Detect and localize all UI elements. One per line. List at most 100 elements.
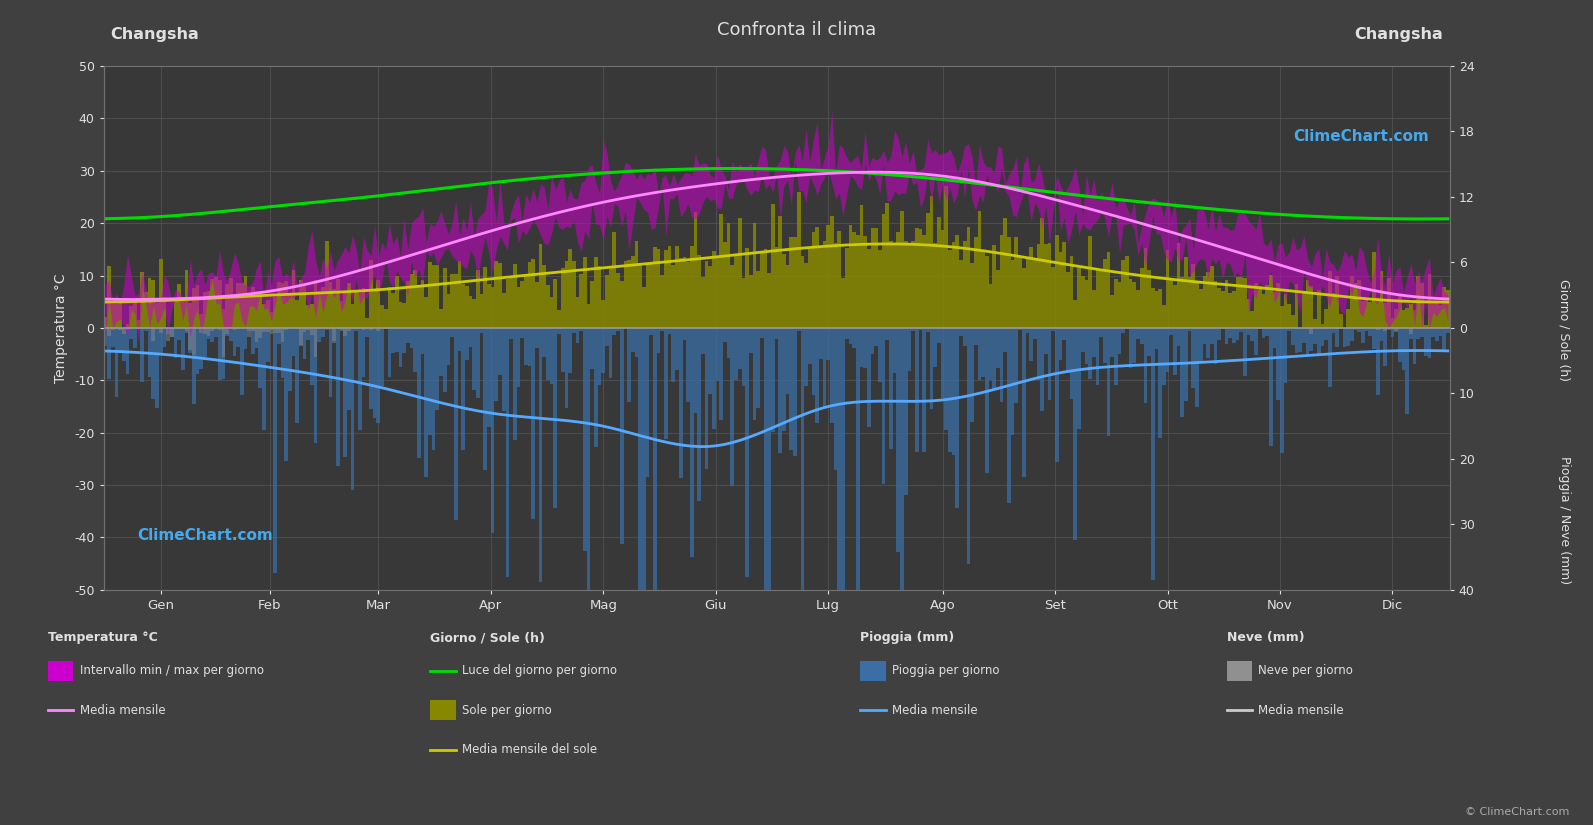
Bar (970, 262, 973, 328)
Bar (1442, 287, 1446, 328)
Bar (505, 279, 510, 328)
Bar (339, 328, 342, 332)
Bar (586, 304, 591, 328)
Bar (793, 237, 796, 328)
Bar (1301, 293, 1306, 328)
Bar (140, 272, 143, 328)
Text: Pioggia / Neve (mm): Pioggia / Neve (mm) (1558, 455, 1571, 584)
Bar (505, 328, 510, 578)
Bar (247, 328, 252, 331)
Bar (384, 328, 387, 329)
Bar (328, 328, 333, 397)
Bar (1192, 328, 1195, 388)
Bar (867, 249, 871, 328)
Bar (996, 271, 1000, 328)
Bar (362, 328, 365, 376)
Bar (269, 328, 272, 330)
Bar (535, 328, 538, 348)
Bar (1118, 328, 1121, 355)
Bar (339, 300, 342, 328)
Bar (247, 294, 252, 328)
Bar (115, 304, 118, 328)
Bar (1211, 266, 1214, 328)
Bar (1102, 328, 1107, 363)
Bar (1419, 328, 1424, 337)
Bar (1018, 328, 1021, 330)
Bar (362, 328, 365, 330)
Bar (849, 225, 852, 328)
Bar (612, 328, 616, 335)
Bar (1214, 280, 1217, 328)
Bar (443, 328, 446, 393)
Bar (406, 328, 409, 342)
Bar (1203, 276, 1206, 328)
Bar (170, 328, 174, 337)
Bar (698, 328, 701, 501)
Bar (661, 275, 664, 328)
Bar (258, 294, 263, 328)
Bar (384, 309, 387, 328)
Bar (760, 328, 763, 338)
Bar (107, 328, 112, 380)
Text: Media mensile: Media mensile (80, 704, 166, 717)
Bar (723, 328, 726, 342)
Bar (631, 328, 634, 352)
Bar (210, 279, 213, 328)
Bar (204, 292, 207, 328)
Bar (148, 279, 151, 328)
Bar (1096, 328, 1099, 385)
Bar (796, 191, 801, 328)
Bar (1435, 328, 1438, 342)
Bar (1118, 282, 1121, 328)
Bar (1225, 328, 1228, 344)
Bar (311, 304, 314, 328)
Bar (1410, 328, 1413, 334)
Bar (336, 279, 339, 328)
Bar (457, 328, 462, 351)
Bar (948, 250, 951, 328)
Bar (241, 328, 244, 395)
Bar (457, 261, 462, 328)
Bar (342, 328, 347, 457)
Bar (774, 247, 779, 328)
Bar (1177, 328, 1180, 346)
Bar (225, 328, 229, 337)
Text: Temperatura °C: Temperatura °C (48, 631, 158, 644)
Bar (779, 328, 782, 453)
Bar (833, 328, 838, 470)
Bar (591, 281, 594, 328)
Bar (468, 328, 473, 347)
Bar (1324, 309, 1329, 328)
Bar (387, 287, 392, 328)
Bar (675, 328, 679, 370)
Bar (1203, 328, 1206, 345)
Bar (1446, 328, 1450, 332)
Bar (656, 249, 661, 328)
Bar (1383, 328, 1388, 331)
Bar (229, 278, 233, 328)
Bar (804, 328, 808, 386)
Bar (801, 328, 804, 590)
Bar (409, 328, 413, 348)
Bar (701, 328, 704, 354)
Bar (1239, 276, 1243, 328)
Bar (347, 328, 350, 331)
Text: ClimeChart.com: ClimeChart.com (1294, 129, 1429, 144)
Bar (143, 292, 148, 328)
Bar (1166, 328, 1169, 372)
Bar (937, 328, 941, 342)
Bar (1043, 328, 1048, 354)
Bar (1301, 328, 1306, 342)
Bar (1180, 277, 1184, 328)
Bar (1388, 328, 1391, 329)
Bar (1313, 318, 1317, 328)
Bar (875, 328, 878, 346)
Bar (569, 249, 572, 328)
Bar (199, 328, 204, 332)
Bar (342, 328, 347, 336)
Bar (370, 328, 373, 330)
Bar (889, 328, 892, 450)
Bar (1231, 328, 1236, 342)
Bar (561, 328, 564, 372)
Bar (779, 216, 782, 328)
